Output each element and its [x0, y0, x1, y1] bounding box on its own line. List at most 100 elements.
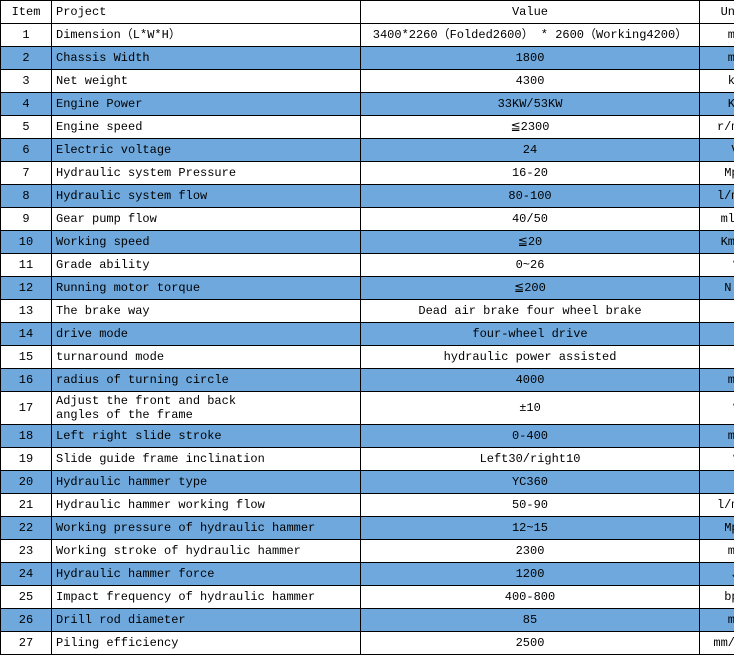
table-row: 10Working speed≦20Km/h	[1, 231, 734, 254]
cell-unit: Km/h	[700, 231, 734, 254]
cell-value: 2300	[361, 540, 700, 563]
table-row: 27Piling efficiency2500mm/min	[1, 632, 734, 655]
cell-value: 16-20	[361, 162, 700, 185]
cell-item: 26	[1, 609, 52, 632]
cell-project: Impact frequency of hydraulic hammer	[52, 586, 361, 609]
cell-item: 8	[1, 185, 52, 208]
cell-unit: °	[700, 448, 734, 471]
table-row: 3Net weight4300kg	[1, 70, 734, 93]
cell-value: ≦2300	[361, 116, 700, 139]
cell-project: Running motor torque	[52, 277, 361, 300]
cell-value: 24	[361, 139, 700, 162]
cell-project: Piling efficiency	[52, 632, 361, 655]
cell-value: 1200	[361, 563, 700, 586]
cell-item: 20	[1, 471, 52, 494]
cell-value: 4300	[361, 70, 700, 93]
cell-item: 19	[1, 448, 52, 471]
table-row: 19Slide guide frame inclinationLeft30/ri…	[1, 448, 734, 471]
cell-unit	[700, 323, 734, 346]
spec-table: Item Project Value Unit 1Dimension（L*W*H…	[0, 0, 734, 655]
cell-value: hydraulic power assisted	[361, 346, 700, 369]
table-row: 12Running motor torque≦200N'm	[1, 277, 734, 300]
cell-project: Working speed	[52, 231, 361, 254]
cell-project: Chassis Width	[52, 47, 361, 70]
cell-value: 33KW/53KW	[361, 93, 700, 116]
cell-item: 27	[1, 632, 52, 655]
table-row: 23Working stroke of hydraulic hammer2300…	[1, 540, 734, 563]
table-row: 18Left right slide stroke0-400mm	[1, 425, 734, 448]
cell-project: Dimension（L*W*H）	[52, 24, 361, 47]
cell-unit: mm	[700, 609, 734, 632]
cell-unit: °	[700, 254, 734, 277]
cell-project: radius of turning circle	[52, 369, 361, 392]
cell-value: 40/50	[361, 208, 700, 231]
cell-project: Drill rod diameter	[52, 609, 361, 632]
table-row: 14drive modefour-wheel drive	[1, 323, 734, 346]
header-value: Value	[361, 1, 700, 24]
table-row: 6Electric voltage24V	[1, 139, 734, 162]
cell-item: 25	[1, 586, 52, 609]
cell-unit	[700, 346, 734, 369]
cell-value: Dead air brake four wheel brake	[361, 300, 700, 323]
cell-unit: kg	[700, 70, 734, 93]
cell-unit: Mpa	[700, 517, 734, 540]
cell-project: Slide guide frame inclination	[52, 448, 361, 471]
cell-unit: r/min	[700, 116, 734, 139]
cell-project: Net weight	[52, 70, 361, 93]
cell-value: 80-100	[361, 185, 700, 208]
table-row: 20Hydraulic hammer typeYC360	[1, 471, 734, 494]
cell-value: four-wheel drive	[361, 323, 700, 346]
cell-project: Electric voltage	[52, 139, 361, 162]
table-row: 2Chassis Width1800mm	[1, 47, 734, 70]
cell-project: Working stroke of hydraulic hammer	[52, 540, 361, 563]
cell-item: 6	[1, 139, 52, 162]
cell-item: 23	[1, 540, 52, 563]
cell-project: Engine Power	[52, 93, 361, 116]
cell-item: 9	[1, 208, 52, 231]
cell-value: YC360	[361, 471, 700, 494]
cell-project: drive mode	[52, 323, 361, 346]
cell-unit	[700, 300, 734, 323]
cell-project: Left right slide stroke	[52, 425, 361, 448]
cell-project: Adjust the front and back angles of the …	[52, 392, 361, 425]
cell-value: 2500	[361, 632, 700, 655]
cell-unit: mm/min	[700, 632, 734, 655]
cell-project: Gear pump flow	[52, 208, 361, 231]
table-row: 22Working pressure of hydraulic hammer12…	[1, 517, 734, 540]
cell-unit: mm	[700, 540, 734, 563]
cell-item: 2	[1, 47, 52, 70]
cell-unit: Mpa	[700, 162, 734, 185]
cell-item: 16	[1, 369, 52, 392]
table-row: 1Dimension（L*W*H）3400*2260（Folded2600） *…	[1, 24, 734, 47]
cell-unit: N'm	[700, 277, 734, 300]
cell-value: 50-90	[361, 494, 700, 517]
cell-item: 18	[1, 425, 52, 448]
cell-item: 22	[1, 517, 52, 540]
table-row: 7Hydraulic system Pressure16-20Mpa	[1, 162, 734, 185]
cell-item: 7	[1, 162, 52, 185]
table-row: 17Adjust the front and back angles of th…	[1, 392, 734, 425]
cell-item: 11	[1, 254, 52, 277]
cell-value: 12~15	[361, 517, 700, 540]
cell-unit: bpm	[700, 586, 734, 609]
cell-value: 1800	[361, 47, 700, 70]
cell-item: 10	[1, 231, 52, 254]
cell-value: ≦20	[361, 231, 700, 254]
table-body: 1Dimension（L*W*H）3400*2260（Folded2600） *…	[1, 24, 734, 655]
cell-project: Engine speed	[52, 116, 361, 139]
cell-value: 0-400	[361, 425, 700, 448]
cell-value: 3400*2260（Folded2600） * 2600（Working4200…	[361, 24, 700, 47]
cell-project: Working pressure of hydraulic hammer	[52, 517, 361, 540]
table-row: 11Grade ability0~26°	[1, 254, 734, 277]
cell-unit	[700, 471, 734, 494]
cell-project: Grade ability	[52, 254, 361, 277]
cell-unit: mm	[700, 369, 734, 392]
cell-unit: KW	[700, 93, 734, 116]
cell-value: Left30/right10	[361, 448, 700, 471]
table-row: 13The brake wayDead air brake four wheel…	[1, 300, 734, 323]
cell-project: turnaround mode	[52, 346, 361, 369]
cell-value: 0~26	[361, 254, 700, 277]
cell-unit: mm	[700, 47, 734, 70]
table-row: 21Hydraulic hammer working flow50-90l/mi…	[1, 494, 734, 517]
cell-item: 1	[1, 24, 52, 47]
